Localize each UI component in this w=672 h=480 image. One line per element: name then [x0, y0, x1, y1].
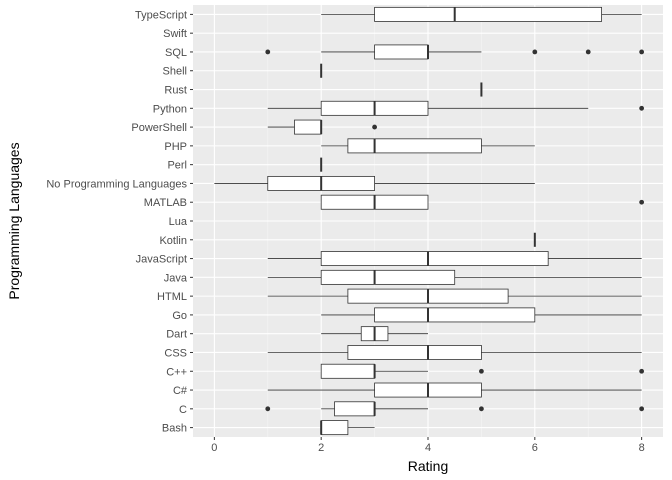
y-tick-label: Dart	[166, 329, 187, 341]
box-html	[267, 288, 642, 304]
x-tick-label: 6	[532, 442, 538, 454]
box-php	[321, 138, 535, 154]
y-tick-label: Go	[172, 310, 187, 322]
box-rect	[374, 44, 429, 60]
box-c-	[320, 363, 645, 379]
box-python	[267, 100, 645, 116]
y-tick-label: PHP	[164, 141, 187, 153]
y-tick-label: C	[179, 404, 187, 416]
y-tick-label: CSS	[164, 347, 187, 359]
y-tick-label: No Programming Languages	[46, 178, 187, 190]
y-axis-title: Programming Languages	[6, 142, 22, 299]
y-tick-label: Kotlin	[159, 235, 187, 247]
box-css	[267, 345, 642, 360]
y-tick-label: Shell	[163, 66, 187, 78]
box-sql	[265, 44, 645, 60]
y-tick-label: SQL	[165, 47, 187, 59]
box-matlab	[320, 194, 645, 210]
x-axis-ticks: 0 2 4 6 8	[211, 437, 645, 454]
outlier-point	[639, 199, 645, 205]
box-bash	[320, 420, 375, 436]
outlier-point	[265, 406, 271, 412]
outlier-point	[585, 49, 591, 55]
y-tick-label: C#	[173, 385, 188, 397]
box-rect	[294, 119, 322, 135]
box-powershell	[267, 119, 377, 135]
box-rect	[320, 251, 549, 267]
outlier-point	[479, 368, 484, 374]
y-tick-label: JavaScript	[136, 254, 187, 266]
outlier-point	[265, 49, 271, 55]
y-tick-label: Bash	[162, 423, 187, 435]
box-go	[321, 307, 642, 323]
y-tick-label: Rust	[164, 85, 187, 97]
y-tick-label: Lua	[169, 216, 188, 228]
box-rect	[347, 138, 482, 154]
box-rect	[374, 307, 536, 323]
box-rect	[374, 6, 602, 22]
box-c-	[267, 382, 642, 398]
y-tick-label: Perl	[167, 160, 187, 172]
boxes-layer	[214, 6, 645, 436]
x-tick-label: 4	[425, 442, 431, 454]
box-dart	[321, 326, 428, 342]
outlier-point	[639, 406, 645, 412]
outlier-point	[639, 105, 645, 111]
outlier-point	[479, 406, 484, 412]
box-rect	[320, 363, 375, 379]
y-tick-label: PowerShell	[131, 122, 187, 134]
box-rect	[347, 345, 482, 360]
x-tick-label: 2	[318, 442, 324, 454]
y-tick-label: HTML	[157, 291, 187, 303]
y-tick-label: Swift	[163, 28, 187, 40]
y-axis-ticks: Bash C C# C++ CSS Dart Go HTML Java JavaScript Kot…	[46, 9, 193, 435]
y-tick-label: Java	[164, 272, 188, 284]
outlier-point	[532, 49, 538, 55]
x-axis-title: Rating	[408, 458, 448, 474]
x-tick-label: 0	[211, 442, 217, 454]
y-tick-label: C++	[166, 366, 187, 378]
outlier-point	[372, 124, 377, 130]
x-tick-label: 8	[639, 442, 645, 454]
outlier-point	[639, 49, 645, 55]
box-no-programming-languages	[214, 175, 535, 191]
outlier-point	[639, 368, 645, 374]
y-tick-label: TypeScript	[135, 9, 187, 21]
box-java	[267, 269, 642, 285]
box-rect	[320, 269, 456, 285]
box-rect	[320, 420, 349, 436]
box-typescript	[321, 6, 642, 22]
box-c	[265, 401, 645, 417]
y-tick-label: MATLAB	[144, 197, 187, 209]
y-tick-label: Python	[153, 103, 187, 115]
box-javascript	[267, 251, 642, 267]
box-rect	[334, 401, 375, 417]
